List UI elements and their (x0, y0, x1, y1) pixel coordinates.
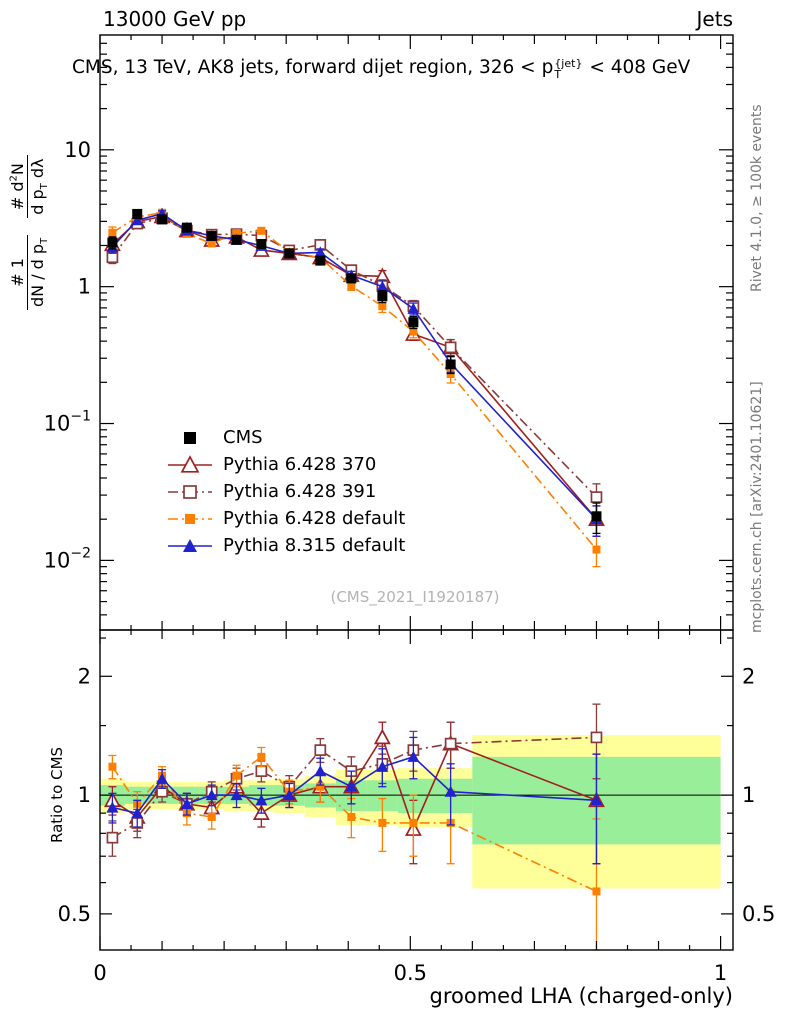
legend-label: Pythia 8.315 default (223, 535, 406, 556)
main-y-axis-label: # 1 dN / d pT # d2N d pT dλ (8, 143, 51, 310)
legend-item: Pythia 6.428 default (167, 505, 405, 532)
ratio-y-tick-label-right: 0.5 (742, 902, 775, 926)
ratio-panel-frame (99, 629, 734, 951)
analysis-id-watermark: (CMS_2021_I1920187) (330, 588, 500, 606)
main-y-tick-label: 10 (64, 138, 91, 162)
beam-energy-label: 13000 GeV pp (103, 7, 247, 31)
x-tick-label: 0 (93, 961, 106, 985)
legend-item: Pythia 6.428 391 (167, 478, 405, 505)
legend-item: CMS (167, 424, 405, 451)
series-cms (107, 208, 602, 535)
legend: CMS Pythia 6.428 370 Pythia 6.428 391 Pythi… (167, 424, 405, 559)
ratio-y-tick-label: 1 (78, 783, 91, 807)
square-filled-icon (184, 431, 196, 444)
x-axis-label: groomed LHA (charged-only) (429, 984, 733, 1008)
legend-item: Pythia 6.428 370 (167, 451, 405, 478)
axis-ticks (99, 35, 733, 950)
ylabel-frac1-denominator: dN / d pT (27, 234, 51, 310)
ylabel-fraction-1: # 1 dN / d pT (8, 234, 51, 310)
x-tick-label: 0.5 (394, 961, 427, 985)
ratio-y-tick-label: 0.5 (58, 902, 91, 926)
pt-jet-supsub: {jet} T (554, 58, 582, 80)
square-filled-icon (168, 513, 212, 524)
legend-label: Pythia 6.428 default (223, 508, 406, 529)
rivet-version-note: Rivet 4.1.0, ≥ 100k events (749, 104, 765, 292)
process-label: Jets (696, 7, 733, 31)
legend-label: Pythia 6.428 370 (223, 454, 377, 475)
main-y-tick-label: 10−1 (44, 409, 91, 436)
ratio-y-tick-label-right: 2 (742, 664, 755, 688)
main-y-tick-label: 10−2 (44, 545, 91, 572)
main-y-tick-label: 1 (78, 275, 91, 299)
plot-title-tail: < 408 GeV (583, 57, 691, 78)
ylabel-frac1-numerator: # 1 (8, 258, 27, 287)
triangle-open-icon (168, 454, 212, 473)
plot-title-text: CMS, 13 TeV, AK8 jets, forward dijet reg… (72, 57, 554, 78)
ylabel-frac2-denominator: d pT dλ (27, 155, 51, 218)
mcplots-citation-note: mcplots.cern.ch [arXiv:2401.10621] (749, 381, 765, 633)
ratio-y-tick-label-right: 1 (742, 783, 755, 807)
legend-item: Pythia 8.315 default (167, 532, 405, 559)
ratio-y-axis-label: Ratio to CMS (48, 746, 66, 843)
tick-labels: 10 1 10−1 10−2 0.5 0.5 1 1 2 2 0 0.5 1 (44, 138, 776, 985)
pt-superscript: {jet} (554, 57, 583, 70)
pt-subscript: T (554, 68, 562, 81)
legend-label: CMS (223, 427, 263, 448)
plot-title: CMS, 13 TeV, AK8 jets, forward dijet reg… (72, 57, 690, 80)
panel-frames (99, 34, 734, 951)
ylabel-frac2-numerator: # d2N (8, 163, 27, 211)
legend-label: Pythia 6.428 391 (223, 481, 377, 502)
triangle-filled-icon (168, 538, 212, 552)
square-open-icon (168, 484, 212, 499)
ratio-y-tick-label: 2 (78, 664, 91, 688)
ylabel-fraction-2: # d2N d pT dλ (8, 155, 51, 218)
x-tick-label: 1 (714, 961, 727, 985)
